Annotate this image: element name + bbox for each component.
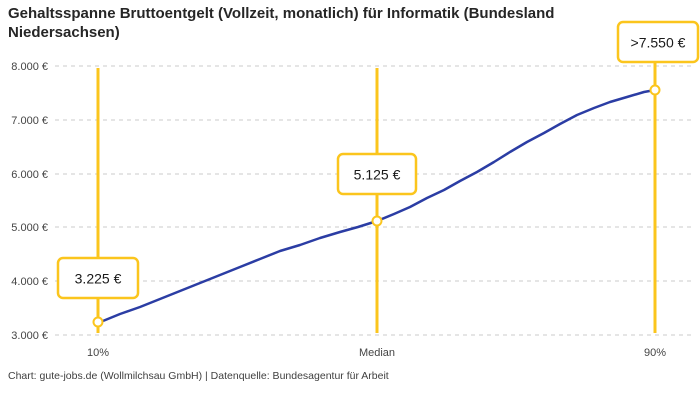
x-axis-labels: 10% Median 90%: [87, 347, 666, 359]
y-tick-5000: 5.000 €: [11, 222, 48, 234]
y-tick-3000: 3.000 €: [11, 330, 48, 342]
y-axis-labels: 8.000 € 7.000 € 6.000 € 5.000 € 4.000 € …: [11, 61, 48, 342]
y-tick-7000: 7.000 €: [11, 115, 48, 127]
salary-line: [96, 88, 657, 325]
data-point-median[interactable]: [371, 215, 383, 227]
gridlines: [55, 65, 692, 336]
percentile-vlines: [96, 63, 657, 333]
annotation-box-10pct: [56, 256, 140, 300]
annotation-median: 5.125 €: [336, 152, 418, 196]
y-tick-6000: 6.000 €: [11, 169, 48, 181]
annotation-value-median: 5.125 €: [354, 167, 401, 183]
x-tick-90pct: 90%: [644, 347, 666, 359]
data-point-90pct[interactable]: [649, 84, 661, 96]
chart-title: Gehaltsspanne Bruttoentgelt (Vollzeit, m…: [8, 5, 555, 42]
annotation-value-90pct: >7.550 €: [631, 35, 686, 51]
annotation-10pct: 3.225 €: [56, 256, 140, 300]
annotation-value-10pct: 3.225 €: [75, 271, 122, 287]
chart-attribution: Chart: gute-jobs.de (Wollmilchsau GmbH) …: [8, 370, 389, 382]
annotation-90pct: >7.550 €: [616, 20, 700, 64]
x-tick-10pct: 10%: [87, 347, 109, 359]
annotation-box-90pct: [616, 20, 700, 64]
x-tick-median: Median: [359, 347, 395, 359]
y-tick-4000: 4.000 €: [11, 276, 48, 288]
data-point-10pct[interactable]: [92, 316, 104, 328]
annotation-box-median: [336, 152, 418, 196]
y-tick-8000: 8.000 €: [11, 61, 48, 73]
